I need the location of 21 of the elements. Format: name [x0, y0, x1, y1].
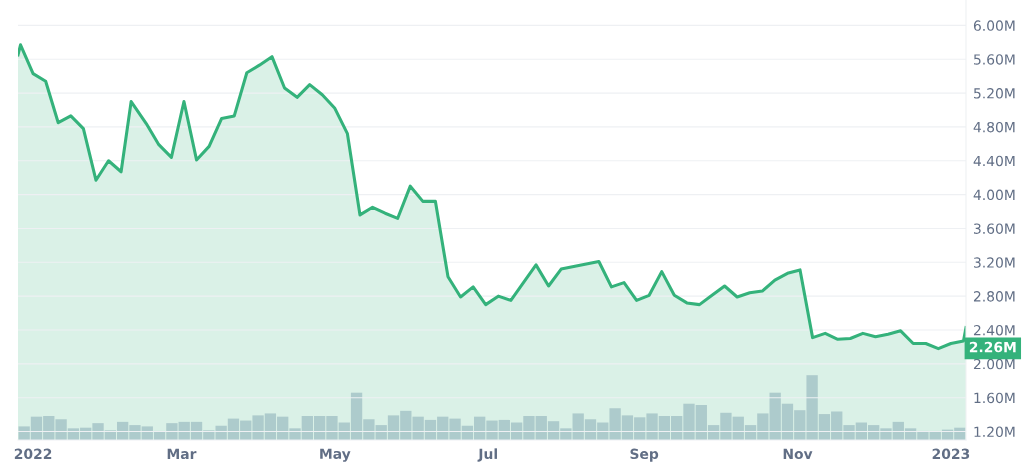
x-tick-label: Sep	[630, 448, 659, 462]
y-tick-label: 3.20M	[974, 257, 1015, 268]
y-tick-label: 2.40M	[973, 324, 1015, 336]
y-tick-label: 4.80M	[973, 121, 1015, 133]
y-tick-label: 4.00M	[973, 189, 1015, 201]
y-tick-label: 5.60M	[974, 54, 1015, 65]
x-tick-label: Jul	[477, 448, 497, 462]
y-tick-label: 3.60M	[974, 223, 1015, 234]
x-tick-label: May	[320, 448, 351, 462]
x-tick-label: Mar	[167, 448, 197, 460]
x-tick-label: 2023	[932, 448, 970, 460]
y-tick-label: 5.20M	[974, 88, 1015, 99]
y-tick-label: 2.80M	[973, 291, 1015, 302]
x-tick-label: 2022	[14, 448, 52, 460]
y-tick-label: 6.00M	[973, 20, 1015, 31]
y-tick-label: 1.20M	[974, 426, 1015, 438]
y-tick-label: 4.40M	[973, 155, 1015, 167]
y-tick-label: 2.00M	[973, 358, 1015, 370]
y-tick-label: 1.60M	[974, 392, 1015, 404]
text: 2.26M	[969, 341, 1016, 353]
x-tick-label: Nov	[783, 448, 813, 460]
